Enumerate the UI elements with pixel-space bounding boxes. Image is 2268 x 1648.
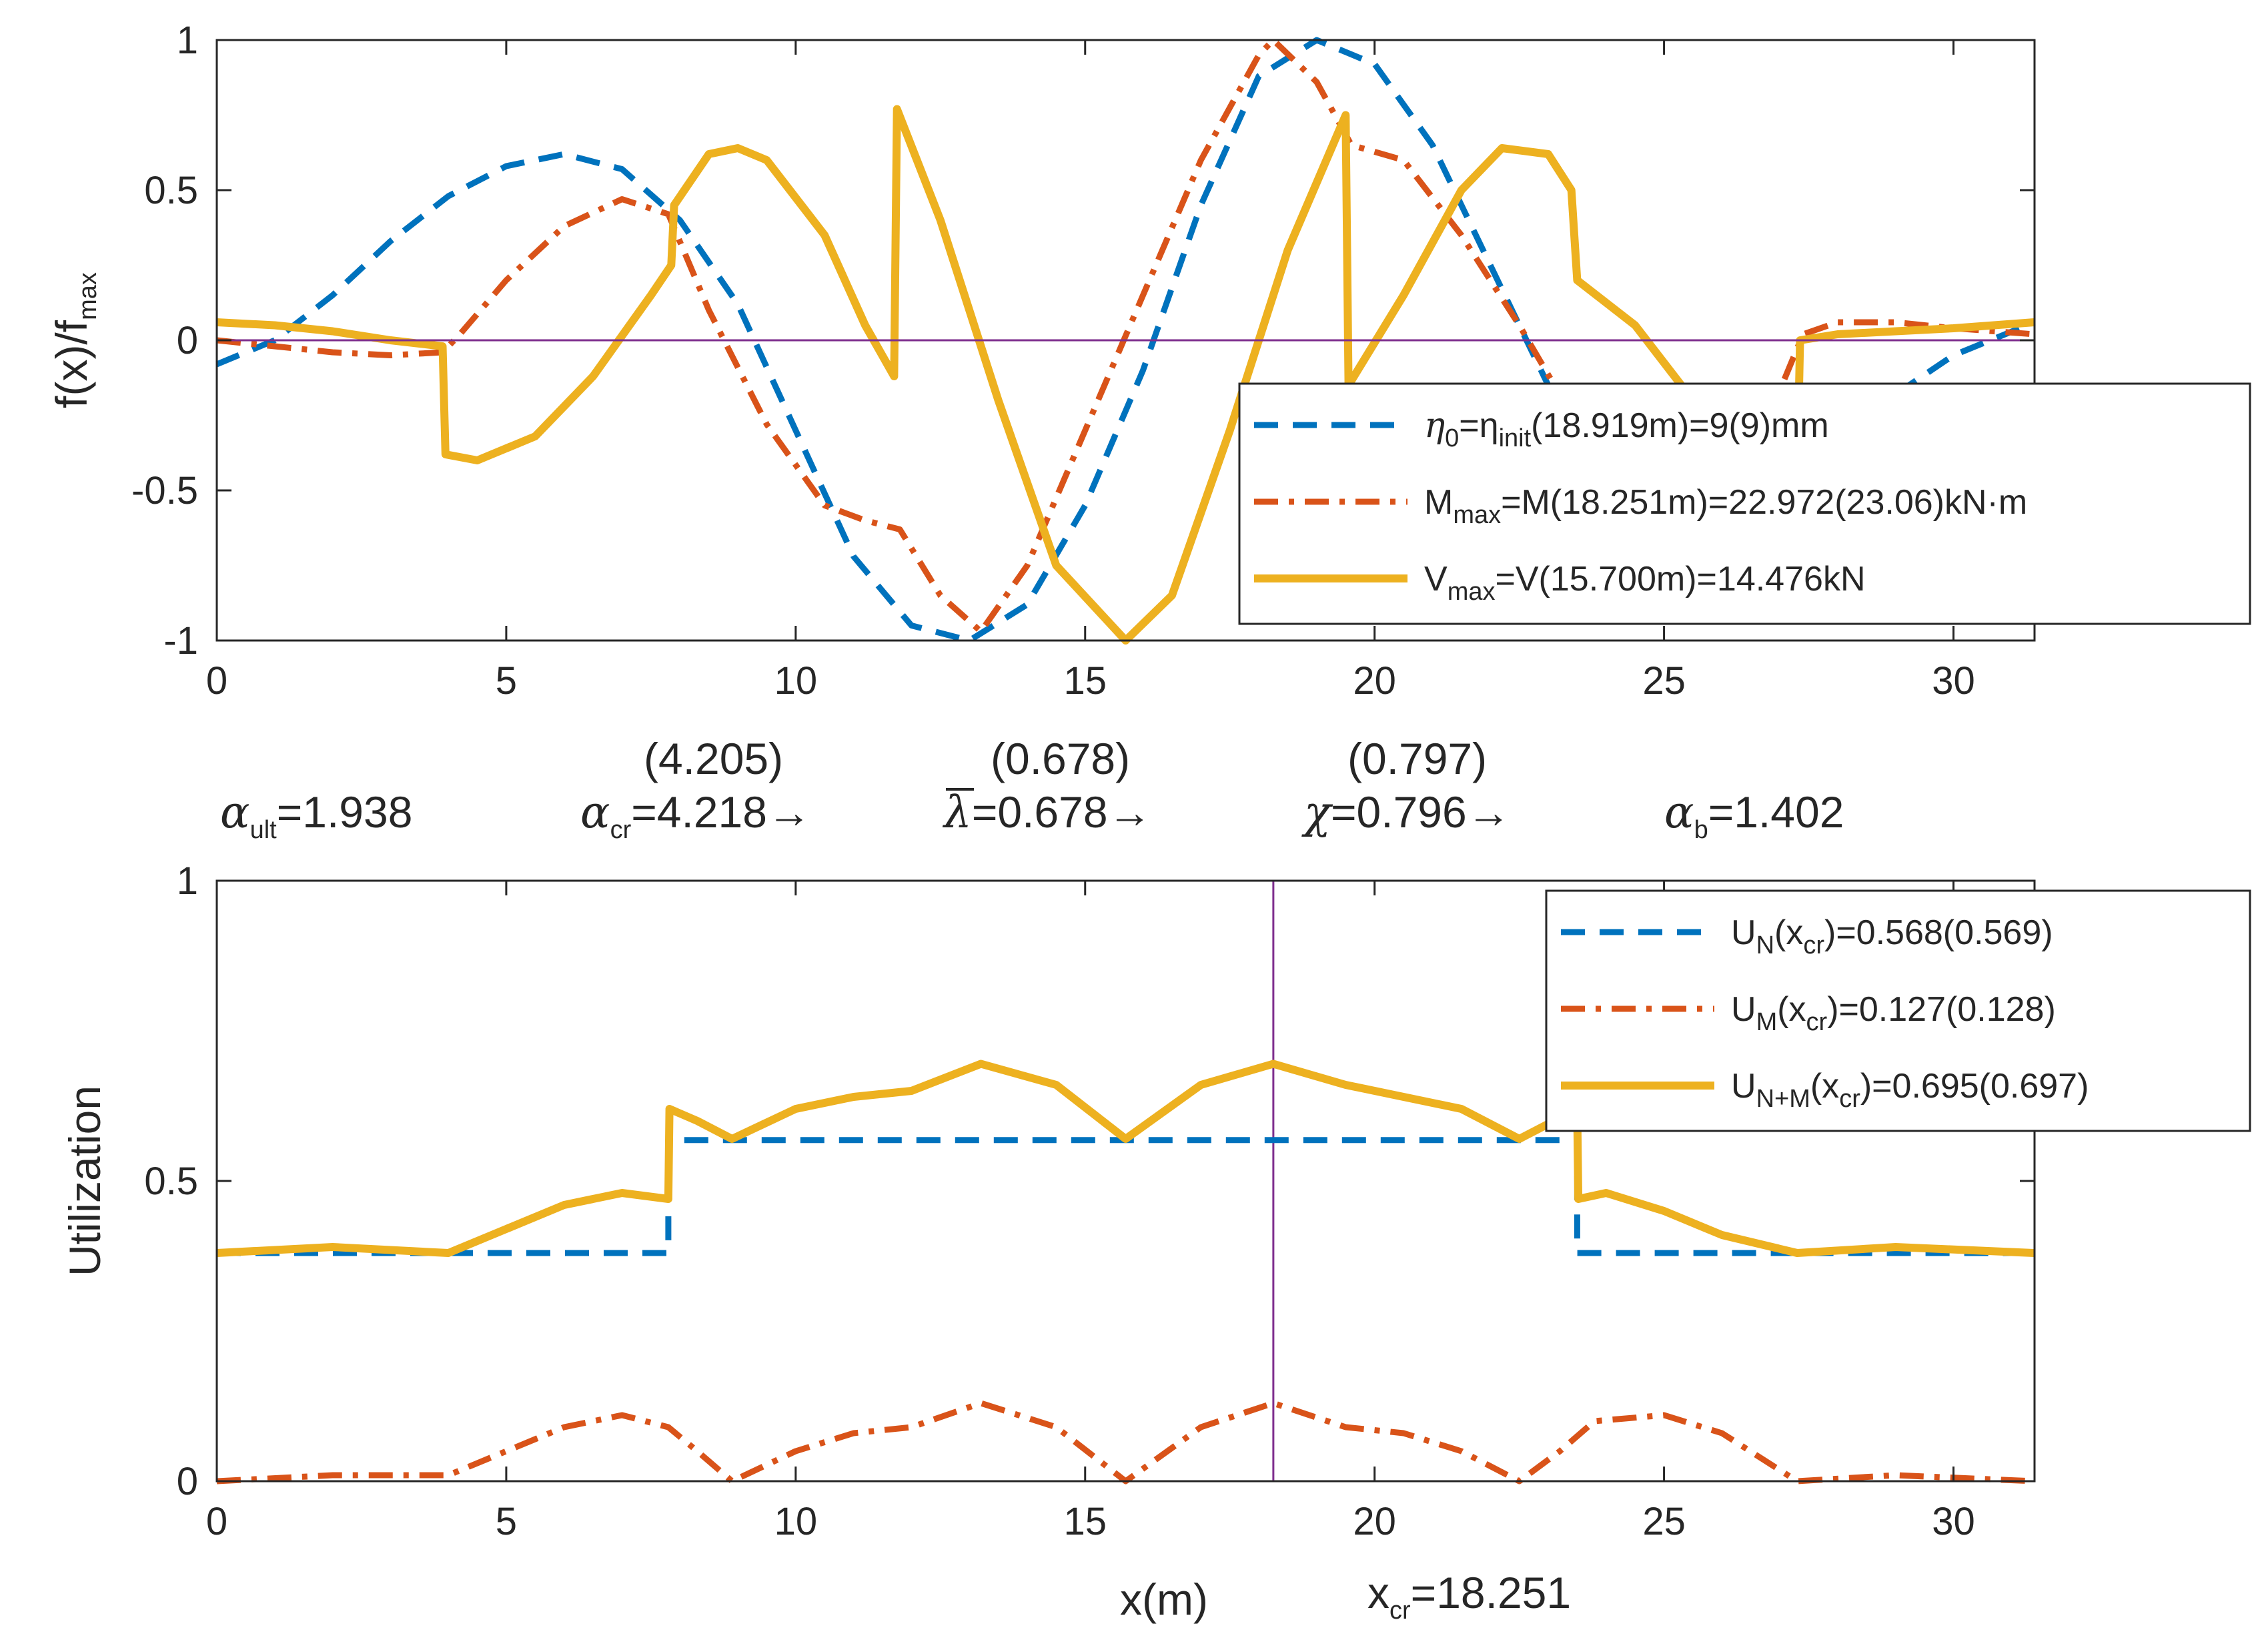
param-alpha-ult: αult=1.938 xyxy=(220,787,412,844)
param-alpha-b: αb=1.402 xyxy=(1664,787,1844,844)
bottom-ytick-label: 0.5 xyxy=(144,1160,198,1203)
bottom-ylabel: Utilization xyxy=(60,1086,109,1276)
param-lambda-ref: (0.678) xyxy=(991,734,1130,783)
legend-label-unm: UN+M(xcr)=0.695(0.697) xyxy=(1731,1067,2089,1113)
bottom-ytick-label: 1 xyxy=(177,859,198,903)
param-chi: χ=0.796→ xyxy=(1301,787,1511,838)
bottom-xlabel: x(m) xyxy=(1120,1575,1208,1624)
bottom-legend: UN(xcr)=0.568(0.569) UM(xcr)=0.127(0.128… xyxy=(1545,889,2251,1132)
bottom-ytick-label: 0 xyxy=(177,1460,198,1503)
bottom-xtick-label: 5 xyxy=(496,1500,517,1543)
top-legend-box xyxy=(1238,382,2251,625)
bottom-xtick-label: 15 xyxy=(1063,1500,1107,1543)
legend-label-eta0: η0=ηinit(18.919m)=9(9)mm xyxy=(1424,406,1829,452)
top-ytick-label: 0 xyxy=(177,319,198,362)
top-xtick-label: 25 xyxy=(1642,659,1686,703)
param-alpha-cr-ref: (4.205) xyxy=(644,734,783,783)
parameters-row: αult=1.938 (4.205) αcr=4.218→ (0.678) λ=… xyxy=(220,734,1844,844)
top-series-mmax xyxy=(216,37,2035,635)
top-xtick-label: 30 xyxy=(1932,659,1975,703)
legend-label-um: UM(xcr)=0.127(0.128) xyxy=(1731,990,2056,1036)
top-ticks-group: 0 5 10 15 20 25 30 1 0.5 0 -0.5 -1 xyxy=(131,19,2035,703)
top-xtick-label: 0 xyxy=(206,659,227,703)
bottom-xtick-label: 10 xyxy=(774,1500,818,1543)
param-alpha-cr: αcr=4.218→ xyxy=(580,787,811,844)
bottom-axes: 0 5 10 15 20 25 30 1 0.5 0 Utilization x(m) xcr=1… xyxy=(60,859,2251,1625)
bottom-series-group xyxy=(216,881,2035,1485)
bottom-xtick-label: 0 xyxy=(206,1500,227,1543)
top-ytick-label: -0.5 xyxy=(131,469,198,512)
top-ytick-label: 0.5 xyxy=(144,169,198,212)
legend-label-mmax: Mmax=M(18.251m)=22.972(23.06)kN·m xyxy=(1424,483,2027,529)
bottom-series-un-m xyxy=(216,1060,2035,1257)
x-cr-label: xcr=18.251 xyxy=(1367,1568,1571,1625)
param-chi-ref: (0.797) xyxy=(1347,734,1487,783)
bottom-xtick-label: 25 xyxy=(1642,1500,1686,1543)
top-ylabel: f(x)/fmax xyxy=(47,272,102,408)
top-xtick-label: 15 xyxy=(1063,659,1107,703)
top-xtick-label: 20 xyxy=(1353,659,1396,703)
legend-label-vmax: Vmax=V(15.700m)=14.476kN xyxy=(1424,560,1866,606)
top-ytick-label: -1 xyxy=(163,619,198,663)
bottom-ticks-group: 0 5 10 15 20 25 30 1 0.5 0 xyxy=(144,859,2035,1543)
top-legend: η0=ηinit(18.919m)=9(9)mm Mmax=M(18.251m)… xyxy=(1238,382,2251,625)
top-ytick-label: 1 xyxy=(177,19,198,62)
bottom-xtick-label: 20 xyxy=(1353,1500,1396,1543)
bottom-xtick-label: 30 xyxy=(1932,1500,1975,1543)
top-xtick-label: 10 xyxy=(774,659,818,703)
bottom-series-um xyxy=(216,1400,2035,1485)
top-axes: 0 5 10 15 20 25 30 1 0.5 0 -0.5 -1 f(x)/fmax η0=ηin… xyxy=(47,19,2251,703)
param-lambda: λ=0.678→ xyxy=(942,787,1152,838)
top-xtick-label: 5 xyxy=(496,659,517,703)
legend-label-un: UN(xcr)=0.568(0.569) xyxy=(1731,913,2053,959)
